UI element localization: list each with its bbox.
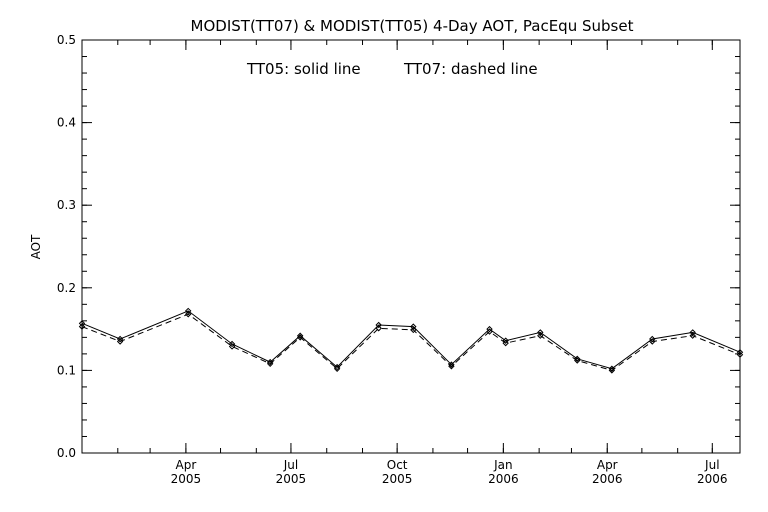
y-tick-label: 0.5 xyxy=(57,33,76,47)
y-tick-label: 0.0 xyxy=(57,446,76,460)
series-line-tt05 xyxy=(81,310,741,370)
data-point-tt05 xyxy=(448,361,455,368)
data-point-tt07 xyxy=(333,365,341,372)
series-layer xyxy=(78,307,744,374)
data-point-tt07 xyxy=(78,323,86,330)
data-point-tt05 xyxy=(689,329,696,336)
data-point-tt07 xyxy=(608,367,616,374)
x-tick-month-label: Jan xyxy=(493,458,513,472)
data-point-tt05 xyxy=(410,323,417,330)
x-tick-month-label: Jul xyxy=(283,458,298,472)
axes-ticks: 0.00.10.20.30.40.5Apr2005Jul2005Oct2005J… xyxy=(57,33,740,486)
x-tick-year-label: 2006 xyxy=(592,472,623,486)
data-point-tt07 xyxy=(184,311,192,318)
data-point-tt07 xyxy=(375,325,382,332)
x-tick-year-label: 2006 xyxy=(488,472,519,486)
annotation-tt05: TT05: solid line xyxy=(246,60,361,78)
data-point-tt05 xyxy=(184,307,192,315)
data-point-tt05 xyxy=(228,340,236,348)
data-point-tt07 xyxy=(266,360,274,367)
annotation-tt07: TT07: dashed line xyxy=(403,60,538,78)
data-point-tt07 xyxy=(410,326,417,334)
y-axis-label: AOT xyxy=(29,234,43,259)
x-tick-month-label: Apr xyxy=(597,458,618,472)
data-point-tt07 xyxy=(537,332,544,339)
x-tick-year-label: 2005 xyxy=(276,472,307,486)
data-point-tt07 xyxy=(486,328,493,335)
data-point-tt07 xyxy=(116,338,124,345)
data-point-tt07 xyxy=(689,332,696,339)
data-point-tt07 xyxy=(296,334,304,341)
y-tick-label: 0.2 xyxy=(57,281,76,295)
chart-title: MODIST(TT07) & MODIST(TT05) 4-Day AOT, P… xyxy=(191,17,634,35)
x-tick-month-label: Apr xyxy=(176,458,197,472)
data-point-tt05 xyxy=(266,358,274,366)
data-point-tt05 xyxy=(296,332,304,339)
data-point-tt05 xyxy=(78,320,86,327)
data-point-tt05 xyxy=(375,321,382,329)
x-tick-year-label: 2005 xyxy=(171,472,202,486)
x-tick-year-label: 2005 xyxy=(382,472,413,486)
y-tick-label: 0.4 xyxy=(57,116,76,130)
data-point-tt05 xyxy=(736,349,744,356)
plot-frame xyxy=(81,39,741,454)
data-point-tt05 xyxy=(333,363,341,371)
data-point-tt07 xyxy=(502,339,509,347)
y-tick-label: 0.1 xyxy=(57,363,76,377)
data-point-tt07 xyxy=(736,351,744,358)
data-point-tt05 xyxy=(537,329,544,336)
x-tick-month-label: Jul xyxy=(704,458,719,472)
x-tick-year-label: 2006 xyxy=(697,472,728,486)
data-point-tt07 xyxy=(649,338,656,345)
data-point-tt07 xyxy=(228,343,236,350)
x-tick-month-label: Oct xyxy=(387,458,408,472)
y-tick-label: 0.3 xyxy=(57,198,76,212)
data-point-tt05 xyxy=(574,355,581,363)
data-point-tt07 xyxy=(448,363,455,370)
data-point-tt05 xyxy=(608,365,616,372)
data-point-tt07 xyxy=(574,357,581,364)
